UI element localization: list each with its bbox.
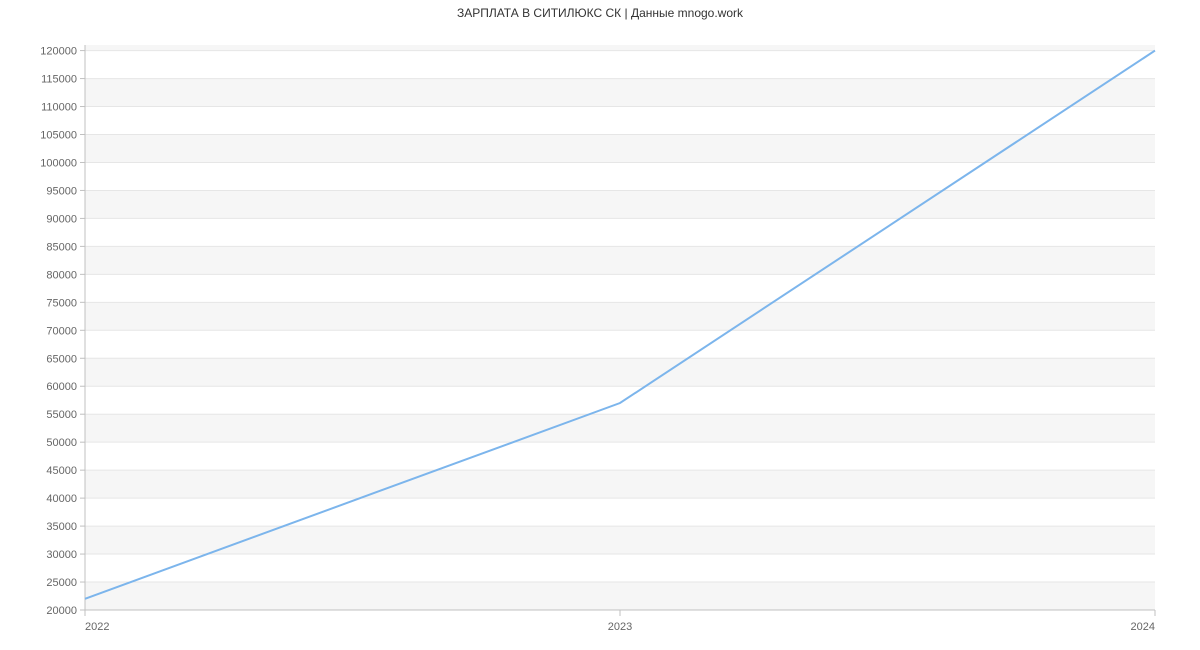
y-tick-label: 95000 (46, 185, 77, 197)
x-tick-label: 2024 (1131, 621, 1155, 633)
y-tick-label: 90000 (46, 213, 77, 225)
y-tick-label: 60000 (46, 381, 77, 393)
y-tick-label: 40000 (46, 493, 77, 505)
y-tick-label: 55000 (46, 409, 77, 421)
chart-title: ЗАРПЛАТА В СИТИЛЮКС СК | Данные mnogo.wo… (0, 6, 1200, 20)
y-tick-label: 80000 (46, 269, 77, 281)
chart-svg: 20000 25000 30000 35000 40000 45000 50000 55000… (0, 0, 1200, 650)
y-tick-label: 85000 (46, 241, 77, 253)
salary-line-chart: ЗАРПЛАТА В СИТИЛЮКС СК | Данные mnogo.wo… (0, 0, 1200, 650)
y-tick-label: 45000 (46, 465, 77, 477)
x-tick-label: 2023 (608, 621, 632, 633)
x-tick-label: 2022 (85, 621, 109, 633)
y-tick-label: 70000 (46, 325, 77, 337)
y-tick-label: 20000 (46, 605, 77, 617)
y-tick-label: 35000 (46, 521, 77, 533)
y-tick-label: 65000 (46, 353, 77, 365)
y-tick-label: 50000 (46, 437, 77, 449)
y-tick-label: 100000 (40, 157, 77, 169)
y-tick-label: 120000 (40, 46, 77, 58)
y-tick-label: 25000 (46, 577, 77, 589)
y-tick-label: 75000 (46, 297, 77, 309)
y-tick-label: 115000 (41, 74, 77, 86)
y-tick-label: 110000 (41, 102, 77, 114)
y-tick-label: 30000 (46, 549, 77, 561)
y-tick-label: 105000 (40, 130, 77, 142)
